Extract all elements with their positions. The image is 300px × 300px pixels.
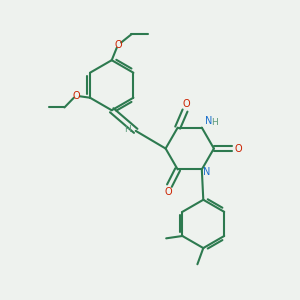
Text: O: O [235, 143, 242, 154]
Text: N: N [203, 167, 211, 177]
Text: H: H [211, 118, 217, 127]
Text: H: H [124, 125, 131, 134]
Text: O: O [164, 187, 172, 197]
Text: O: O [73, 91, 81, 101]
Text: O: O [182, 99, 190, 109]
Text: N: N [205, 116, 212, 126]
Text: O: O [114, 40, 122, 50]
